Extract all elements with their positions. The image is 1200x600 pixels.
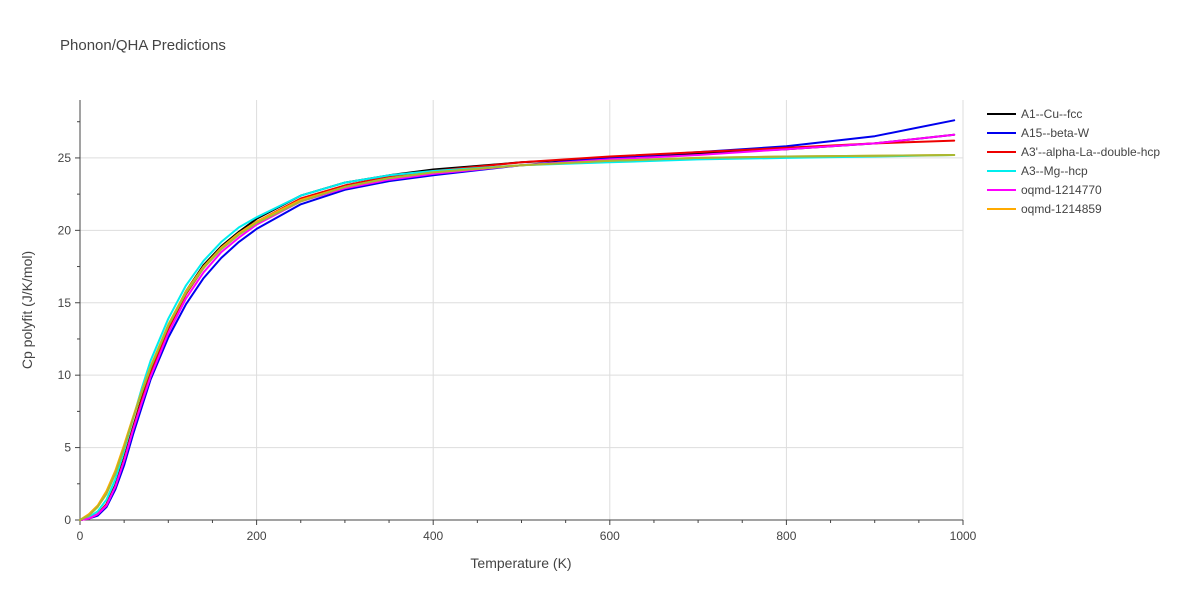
legend-item[interactable]: A1--Cu--fcc [987, 107, 1082, 121]
y-tick-label: 0 [64, 513, 71, 527]
x-tick-label: 800 [776, 529, 796, 543]
legend-label: A15--beta-W [1021, 126, 1090, 140]
legend-item[interactable]: A15--beta-W [987, 126, 1090, 140]
series-line-2 [79, 119, 956, 521]
x-tick-label: 0 [77, 529, 84, 543]
x-tick-label: 1000 [950, 529, 977, 543]
y-tick-label: 15 [58, 296, 72, 310]
y-tick-label: 20 [58, 223, 72, 237]
x-tick-label: 200 [247, 529, 267, 543]
x-tick-label: 600 [600, 529, 620, 543]
series-line-3 [79, 139, 956, 521]
y-tick-label: 5 [64, 441, 71, 455]
series-line-6 [79, 154, 956, 521]
y-axis-title: Cp polyfit (J/K/mol) [19, 251, 35, 369]
legend-label: A3--Mg--hcp [1021, 164, 1088, 178]
tick-labels: 0 200 400 600 800 1000 0 5 10 15 20 25 [58, 151, 977, 543]
series-lines [79, 119, 956, 521]
legend[interactable]: A1--Cu--fcc A15--beta-W A3'--alpha-La--dou… [987, 107, 1160, 216]
series-line-overlay [79, 154, 956, 521]
axes [75, 100, 964, 525]
chart-title: Phonon/QHA Predictions [60, 37, 226, 54]
legend-item[interactable]: A3--Mg--hcp [987, 164, 1088, 178]
x-axis-title: Temperature (K) [470, 555, 571, 571]
y-tick-label: 25 [58, 151, 72, 165]
legend-label: A3'--alpha-La--double-hcp [1021, 145, 1160, 159]
y-tick-label: 10 [58, 368, 72, 382]
series-line-5 [79, 133, 956, 521]
legend-item[interactable]: oqmd-1214770 [987, 183, 1102, 197]
legend-item[interactable]: oqmd-1214859 [987, 202, 1102, 216]
series-line-4 [79, 154, 956, 521]
x-tick-label: 400 [423, 529, 443, 543]
legend-label: oqmd-1214770 [1021, 183, 1102, 197]
legend-label: oqmd-1214859 [1021, 202, 1102, 216]
series-line-1 [79, 133, 956, 521]
legend-item[interactable]: A3'--alpha-La--double-hcp [987, 145, 1160, 159]
legend-label: A1--Cu--fcc [1021, 107, 1082, 121]
